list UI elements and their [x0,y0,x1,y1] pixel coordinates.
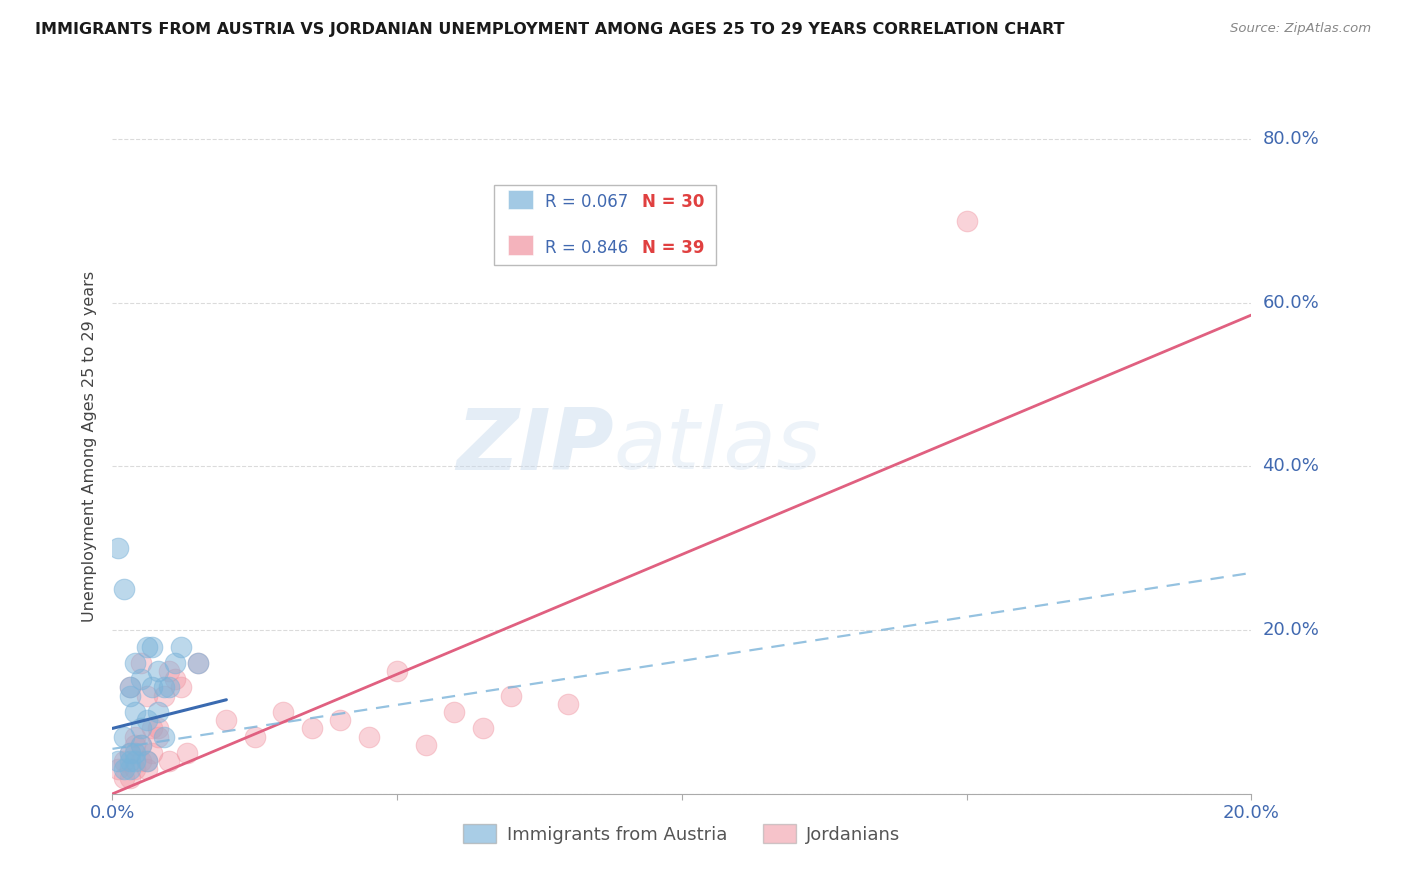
Point [135,640,157,654]
Point [129,722,152,736]
Point [124,754,146,768]
Point [215,713,238,727]
Point [135,754,157,768]
Text: 40.0%: 40.0% [1263,458,1319,475]
Point [159,664,180,678]
Point [141,640,163,654]
Point [112,762,135,776]
Point [357,730,380,744]
Y-axis label: Unemployment Among Ages 25 to 29 years: Unemployment Among Ages 25 to 29 years [82,270,97,622]
Text: Source: ZipAtlas.com: Source: ZipAtlas.com [1230,22,1371,36]
Point [141,746,163,760]
Point [152,689,174,703]
Point [124,762,146,776]
Point [129,754,152,768]
Point [956,214,979,228]
Point [271,705,295,719]
Point [170,681,193,695]
Point [301,722,323,736]
Text: 80.0%: 80.0% [1263,130,1319,148]
Text: IMMIGRANTS FROM AUSTRIA VS JORDANIAN UNEMPLOYMENT AMONG AGES 25 TO 29 YEARS CORR: IMMIGRANTS FROM AUSTRIA VS JORDANIAN UNE… [35,22,1064,37]
Text: 60.0%: 60.0% [1263,293,1319,312]
Point [187,656,209,670]
Point [165,673,187,687]
Point [112,771,135,785]
Point [146,664,169,678]
Text: 20.0%: 20.0% [1263,621,1319,640]
Point [557,697,579,711]
Point [152,681,174,695]
Text: N = 39: N = 39 [643,239,704,257]
Point [129,738,152,752]
Point [135,689,157,703]
Point [118,771,141,785]
Point [118,746,141,760]
Point [146,730,169,744]
FancyBboxPatch shape [508,189,533,210]
Point [112,754,135,768]
Point [146,705,169,719]
Point [415,738,437,752]
Point [112,730,135,744]
Point [146,722,169,736]
Point [187,656,209,670]
Point [170,640,193,654]
Point [129,656,152,670]
Point [118,681,141,695]
Point [159,681,180,695]
Point [141,722,163,736]
Point [243,730,266,744]
Point [124,738,146,752]
Point [159,754,180,768]
Point [107,762,129,776]
Point [124,705,146,719]
Point [135,762,157,776]
Point [107,541,129,556]
Legend: Immigrants from Austria, Jordanians: Immigrants from Austria, Jordanians [456,817,908,851]
Point [135,713,157,727]
Point [118,689,141,703]
Point [118,746,141,760]
Text: atlas: atlas [613,404,821,488]
Text: ZIP: ZIP [456,404,613,488]
Text: N = 30: N = 30 [643,194,704,211]
Point [329,713,352,727]
Text: R = 0.067: R = 0.067 [546,194,628,211]
Point [112,582,135,597]
Point [107,754,129,768]
FancyBboxPatch shape [494,186,716,265]
Point [135,754,157,768]
Point [118,762,141,776]
Point [129,673,152,687]
Point [124,746,146,760]
FancyBboxPatch shape [508,235,533,255]
Point [141,681,163,695]
Point [176,746,198,760]
Text: R = 0.846: R = 0.846 [546,239,628,257]
Point [165,656,187,670]
Point [118,681,141,695]
Point [471,722,494,736]
Point [501,689,523,703]
Point [152,730,174,744]
Point [124,656,146,670]
Point [118,754,141,768]
Point [124,730,146,744]
Point [129,738,152,752]
Point [443,705,465,719]
Point [385,664,409,678]
